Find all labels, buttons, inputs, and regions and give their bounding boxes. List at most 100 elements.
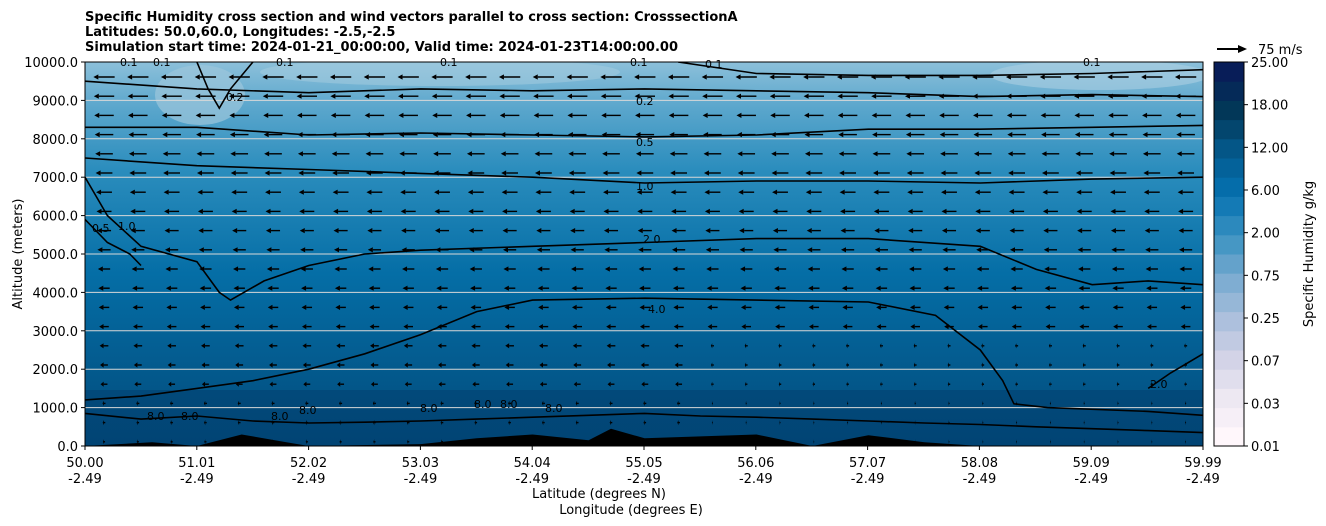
wind-vector (97, 266, 111, 272)
wind-vector (842, 304, 853, 310)
wind-vector (1116, 362, 1120, 368)
wind-vector (265, 208, 281, 214)
wind-vector (738, 208, 754, 214)
wind-vector (1077, 247, 1091, 253)
wind-vector (330, 93, 351, 99)
contour-line (85, 157, 1203, 184)
wind-vector (842, 324, 853, 330)
wind-vector (95, 170, 113, 176)
wind-vector (436, 304, 448, 310)
wind-vector (297, 132, 317, 138)
wind-vector (704, 170, 721, 176)
colorbar-tick-label: 2.00 (1251, 227, 1280, 242)
wind-vector (267, 304, 279, 310)
wind-vector (839, 189, 856, 195)
wind-vector (1185, 420, 1187, 426)
wind-vector (128, 132, 148, 138)
contour-line (1147, 353, 1203, 390)
wind-vector (229, 132, 249, 138)
colorbar-tick-label: 6.00 (1251, 184, 1280, 199)
wind-vector (194, 74, 217, 80)
wind-vector (471, 362, 480, 368)
wind-vector (875, 266, 888, 272)
x-axis-label-latitude: Latitude (degrees N) (532, 487, 666, 502)
wind-vector (639, 304, 651, 310)
wind-vector (873, 208, 889, 214)
wind-vector (539, 362, 548, 368)
wind-vector (671, 208, 687, 214)
wind-vector (532, 74, 555, 80)
wind-vector (501, 189, 518, 195)
wind-vector (400, 189, 417, 195)
wind-vector (133, 362, 142, 368)
wind-vector (569, 189, 586, 195)
wind-vector (1042, 208, 1058, 214)
wind-vector (677, 400, 681, 406)
wind-vector (948, 439, 950, 445)
wind-vector (905, 93, 926, 99)
quiver-key-arrow-head (1238, 45, 1247, 53)
wind-vector (604, 266, 618, 272)
wind-vector (847, 420, 849, 426)
wind-vector (809, 324, 819, 330)
wind-vector (804, 112, 824, 118)
wind-vector (232, 247, 246, 253)
contour-label: 4.0 (648, 303, 666, 316)
wind-vector (974, 170, 992, 176)
colorbar-swatch (1214, 81, 1244, 101)
wind-vector (102, 420, 106, 426)
wind-vector (740, 285, 752, 291)
colorbar-tick-label: 25.00 (1251, 56, 1288, 71)
colorbar-swatch (1214, 426, 1244, 447)
wind-vector (1082, 381, 1086, 387)
wind-vector (94, 112, 114, 118)
wind-vector (871, 93, 892, 99)
wind-vector (806, 208, 822, 214)
wind-vector (537, 285, 550, 291)
wind-vector (807, 247, 821, 253)
y-tick-label: 1000.0 (33, 402, 79, 417)
wind-vector (234, 343, 244, 349)
wind-vector (133, 324, 143, 330)
wind-vector (1043, 228, 1058, 234)
wind-vector (196, 132, 215, 138)
wind-vector (230, 170, 248, 176)
wind-vector (573, 362, 582, 368)
wind-vector (1010, 285, 1023, 291)
wind-vector (567, 93, 588, 99)
wind-vector (1011, 304, 1022, 310)
wind-vector (914, 420, 916, 426)
wind-vector (639, 285, 651, 291)
wind-vector (913, 343, 917, 349)
wind-vector (745, 400, 747, 406)
wind-vector (1040, 93, 1061, 99)
wind-vector (1045, 304, 1056, 310)
wind-vector (535, 208, 551, 214)
wind-vector (880, 362, 883, 368)
wind-vector (1006, 112, 1027, 118)
wind-vector (168, 381, 176, 387)
wind-vector (1041, 151, 1060, 157)
wind-vector (503, 266, 516, 272)
colorbar-frame (1213, 61, 1245, 447)
wind-vector (874, 228, 889, 234)
wind-vector (873, 170, 890, 176)
wind-vector (500, 151, 519, 157)
wind-vector (229, 112, 249, 118)
wind-vector (268, 343, 278, 349)
wind-vector (262, 74, 284, 80)
wind-vector (711, 400, 713, 406)
wind-vector (571, 304, 583, 310)
wind-vector (634, 74, 656, 80)
x-tick-label-lat: 59.09 (1073, 456, 1110, 471)
wind-vector (1075, 170, 1093, 176)
wind-vector (1150, 362, 1154, 368)
wind-vector (736, 93, 757, 99)
y-axis: 0.0 1000.0 2000.0 3000.0 4000.0 5000.0 6000.0 7… (24, 56, 85, 455)
wind-vector (302, 324, 312, 330)
wind-vector (365, 151, 384, 157)
wind-vector (972, 74, 994, 80)
wind-vector (974, 189, 991, 195)
wind-vector (472, 381, 480, 387)
wind-vector (839, 170, 856, 176)
